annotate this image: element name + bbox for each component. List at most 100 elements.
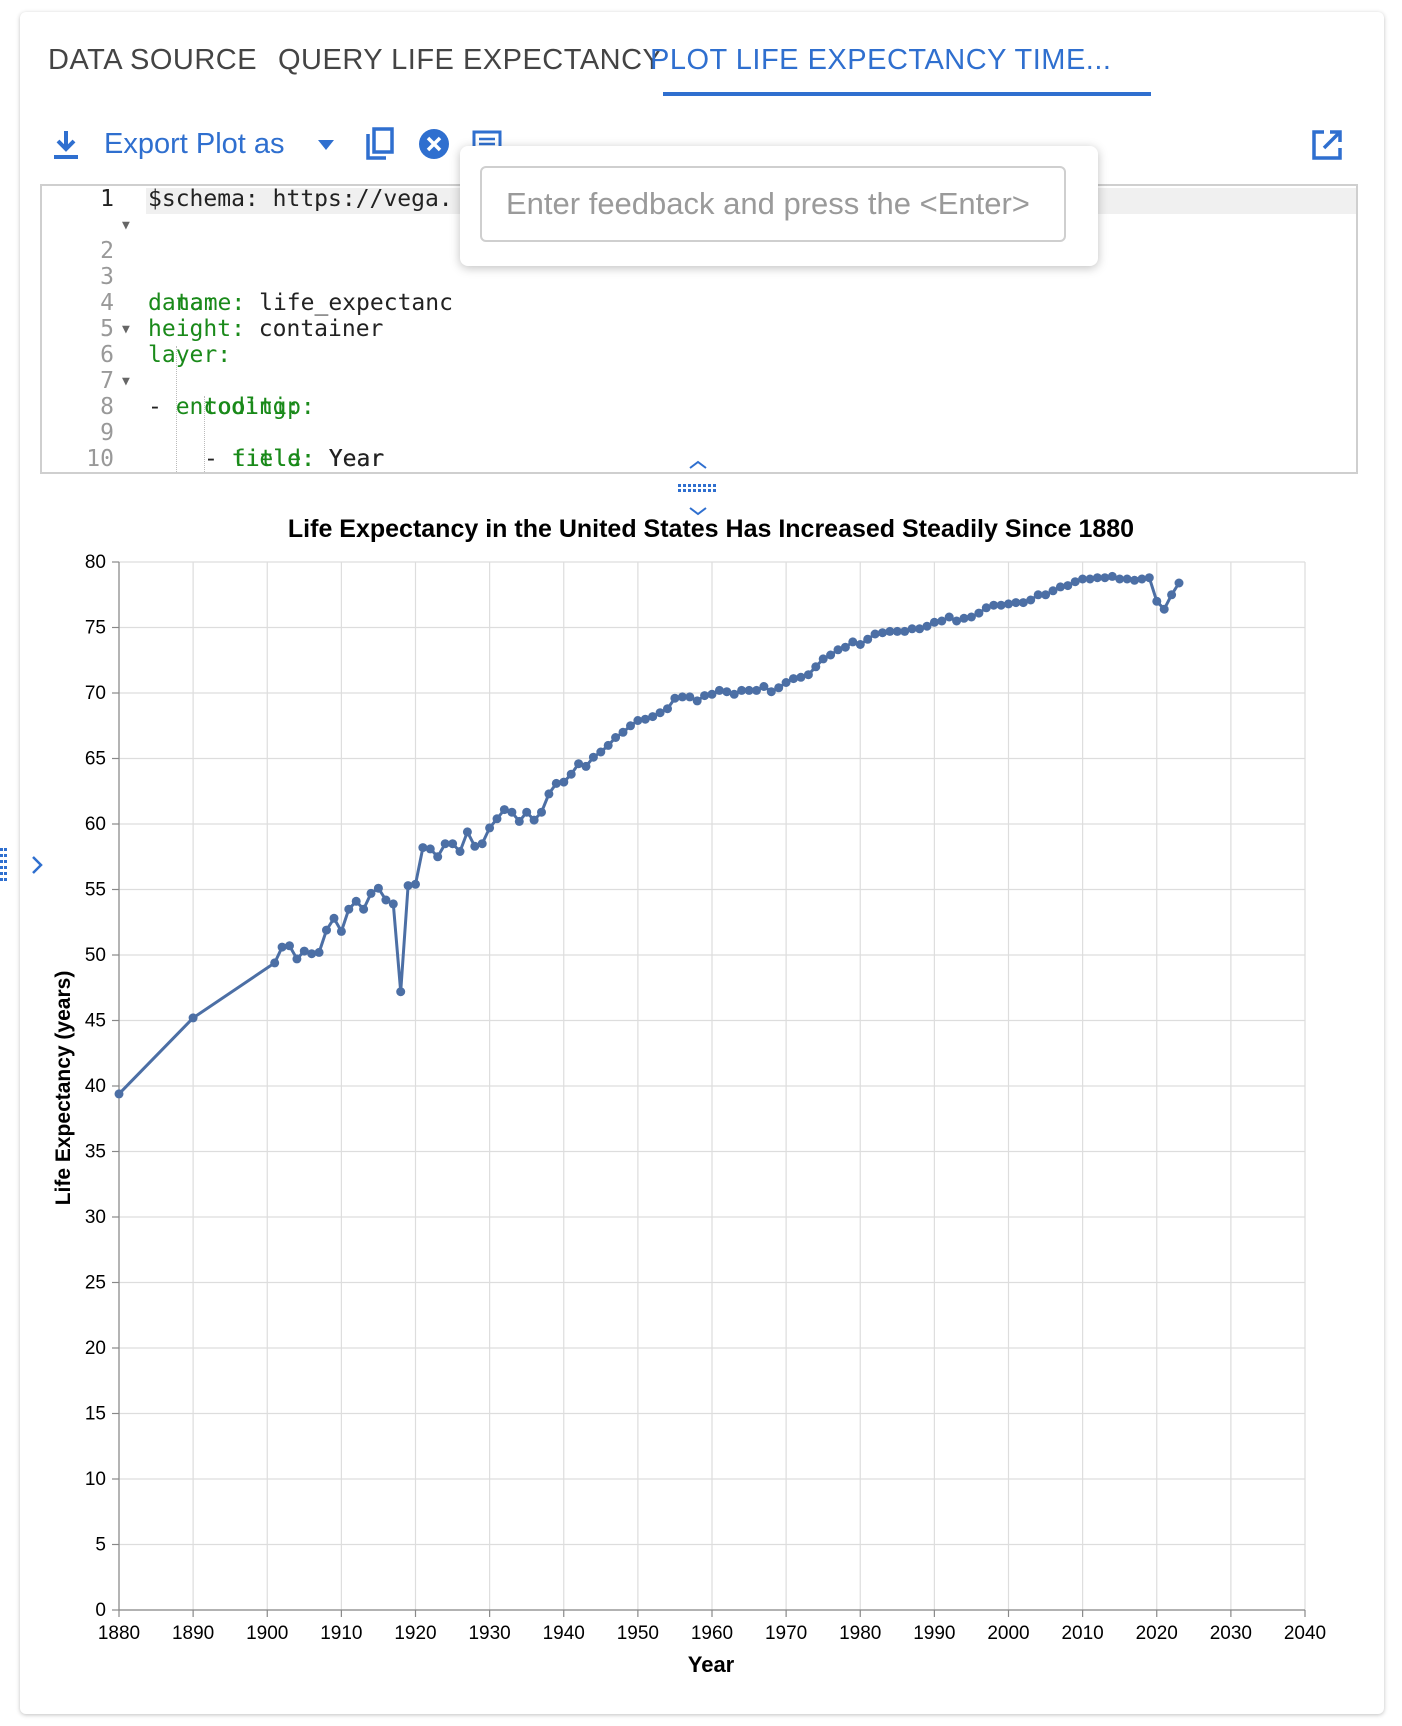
x-tick-label: 1960 — [691, 1623, 733, 1644]
feedback-input[interactable] — [480, 166, 1066, 242]
code-editor[interactable]: 1 $schema: https://vega. 2 ▼ data: 3 nam… — [40, 184, 1358, 474]
data-point — [1011, 598, 1021, 608]
data-point — [307, 949, 317, 959]
editor-line: 2 ▼ data: — [42, 212, 1354, 316]
close-circle-icon[interactable] — [418, 128, 450, 160]
code-text: - field: Year — [204, 446, 384, 472]
open-external-icon[interactable] — [1310, 128, 1344, 162]
y-tick-label: 55 — [85, 880, 106, 901]
data-point — [1130, 575, 1139, 585]
code-key: layer: — [148, 342, 232, 368]
x-tick-label: 1910 — [320, 1623, 362, 1644]
code-key: tooltip: — [204, 394, 315, 420]
data-point — [655, 708, 665, 718]
data-point — [1122, 574, 1132, 584]
data-point — [1041, 590, 1051, 600]
x-tick-label: 2030 — [1210, 1623, 1252, 1644]
data-point — [425, 844, 435, 854]
editor-line: 3 name: life_expectanc — [42, 238, 1354, 316]
code-value: Year — [314, 446, 385, 472]
copy-icon[interactable] — [364, 126, 396, 162]
code-dash: - — [148, 394, 176, 420]
chart-title: Life Expectancy in the United States Has… — [288, 515, 1134, 543]
tab-plot-life-expectancy[interactable]: PLOT LIFE EXPECTANCY TIME... — [650, 44, 1112, 76]
code-text: layer: — [148, 342, 231, 368]
fold-arrow-icon[interactable]: ▼ — [122, 322, 130, 337]
data-point — [1004, 599, 1013, 609]
fold-arrow-icon[interactable]: ▼ — [122, 218, 130, 233]
data-point — [996, 600, 1006, 610]
data-point — [974, 608, 984, 618]
x-tick-label: 2020 — [1136, 1623, 1178, 1644]
data-point — [744, 685, 754, 695]
x-tick-label: 2000 — [987, 1623, 1029, 1644]
data-point — [959, 613, 969, 623]
data-point — [878, 628, 887, 638]
side-panel-toggle[interactable] — [0, 840, 50, 890]
line-number: 4 — [100, 290, 114, 316]
data-point — [462, 827, 472, 837]
y-tick-label: 65 — [85, 749, 106, 770]
data-point — [714, 685, 724, 695]
data-point — [640, 714, 650, 724]
code-text: height: container — [148, 316, 383, 342]
data-point — [551, 778, 561, 788]
data-point — [270, 958, 280, 968]
indent-guide — [204, 396, 205, 472]
y-tick-label: 45 — [85, 1011, 106, 1032]
dropdown-arrow-icon[interactable] — [316, 138, 336, 152]
tab-query-life-expectancy[interactable]: QUERY LIFE EXPECTANCY — [278, 44, 663, 76]
data-point — [285, 941, 294, 951]
line-number: 10 — [86, 446, 114, 472]
data-point — [366, 888, 376, 898]
series-points — [114, 571, 1184, 1099]
data-point — [1167, 590, 1177, 600]
line-number: 5 — [100, 316, 114, 342]
code-key: height: — [148, 316, 245, 342]
data-point — [485, 823, 495, 833]
code-value: life_expectanc — [245, 290, 453, 316]
code-text: title: Year — [232, 446, 384, 472]
line-number: 3 — [100, 264, 114, 290]
y-tick-label: 20 — [85, 1338, 106, 1359]
x-tick-label: 1880 — [98, 1623, 140, 1644]
fold-arrow-icon[interactable]: ▼ — [122, 374, 130, 389]
code-key: title: — [232, 446, 316, 472]
data-point — [299, 946, 309, 956]
data-point — [433, 852, 443, 862]
editor-line: 5 layer: — [42, 290, 1354, 368]
data-point — [381, 895, 391, 905]
pane-splitter[interactable] — [676, 458, 720, 518]
chart-axes: 1880 1890 1900 1910 1920 1930 1940 1950 1960 1970… — [85, 552, 1326, 1644]
data-point — [440, 839, 450, 849]
code-text: type: quantitative — [232, 472, 481, 474]
data-point — [1048, 586, 1058, 596]
series-line — [117, 574, 1181, 1095]
data-point — [566, 769, 576, 779]
data-point — [952, 616, 962, 626]
data-point — [492, 814, 502, 824]
data-point — [477, 839, 487, 849]
code-text: $schema: https://vega. — [148, 186, 453, 212]
y-tick-label: 0 — [95, 1600, 106, 1621]
y-tick-label: 5 — [95, 1535, 106, 1556]
code-key: name: — [176, 290, 246, 316]
code-text: tooltip: — [204, 394, 315, 420]
download-icon[interactable] — [50, 128, 82, 162]
data-point — [1026, 595, 1036, 605]
data-point — [388, 899, 398, 909]
data-point — [507, 807, 517, 817]
code-value: $schema: https://vega. — [148, 186, 453, 212]
data-point — [670, 693, 680, 703]
x-tick-label: 1900 — [246, 1623, 288, 1644]
data-point — [989, 600, 999, 610]
export-plot-button[interactable]: Export Plot as — [104, 128, 285, 160]
tab-data-source[interactable]: DATA SOURCE — [48, 44, 258, 76]
data-point — [544, 789, 554, 799]
code-text: data: — [148, 290, 217, 316]
data-point — [774, 683, 784, 693]
chart-grid — [118, 561, 1306, 1611]
data-point — [848, 637, 858, 647]
y-tick-label: 40 — [85, 1076, 106, 1097]
x-tick-label: 1990 — [913, 1623, 955, 1644]
